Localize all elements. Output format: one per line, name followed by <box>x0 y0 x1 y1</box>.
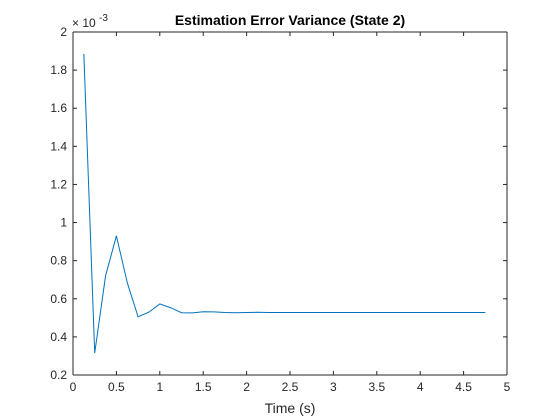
y-tick-label: 1.4 <box>50 139 67 153</box>
series-line-0 <box>83 53 486 354</box>
plot-area <box>73 32 507 375</box>
y-tick-label: 1.8 <box>50 63 67 77</box>
ticks-layer: 0 0.5 1 1.5 2 2.5 3 3.5 4 4.5 5 0.2 0.4 0.6 0.8 1 1.2 1.4… <box>50 25 510 394</box>
y-tick-label: 1 <box>60 216 67 230</box>
x-tick-label: 1.5 <box>195 380 212 394</box>
x-tick-label: 2.5 <box>282 380 299 394</box>
y-tick-label: 0.8 <box>50 254 67 268</box>
y-tick-label: 0.2 <box>50 368 67 382</box>
y-axis-exponent-base: × 10 <box>72 16 96 30</box>
chart-title: Estimation Error Variance (State 2) <box>175 12 405 28</box>
x-tick-label: 4.5 <box>455 380 472 394</box>
series-layer <box>83 53 486 354</box>
x-tick-label: 0.5 <box>108 380 125 394</box>
x-tick-label: 5 <box>504 380 511 394</box>
y-axis-exponent-power: -3 <box>99 13 108 24</box>
x-tick-label: 3 <box>330 380 337 394</box>
x-tick-label: 4 <box>417 380 424 394</box>
x-axis-label: Time (s) <box>265 400 316 416</box>
x-tick-label: 3.5 <box>368 380 385 394</box>
y-tick-label: 0.6 <box>50 292 67 306</box>
y-tick-label: 0.4 <box>50 330 67 344</box>
y-axis-exponent: × 10 -3 <box>72 13 108 30</box>
y-tick-label: 1.2 <box>50 177 67 191</box>
x-tick-label: 2 <box>243 380 250 394</box>
x-tick-label: 0 <box>70 380 77 394</box>
y-tick-label: 1.6 <box>50 101 67 115</box>
x-tick-label: 1 <box>156 380 163 394</box>
y-tick-label: 2 <box>60 25 67 39</box>
